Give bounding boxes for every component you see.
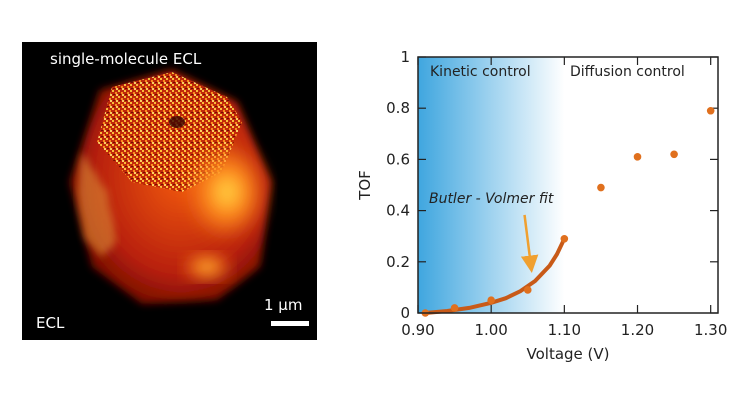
x-tick-label: 1.20: [621, 321, 654, 339]
data-point: [487, 296, 495, 305]
x-axis-label: Voltage (V): [527, 345, 610, 363]
y-tick-label: 1: [400, 48, 410, 66]
plot-frame: [417, 56, 719, 314]
data-point: [670, 150, 678, 159]
y-tick-label: 0.2: [386, 253, 410, 271]
data-point: [706, 106, 715, 115]
data-point: [597, 183, 605, 192]
scale-bar: [271, 321, 309, 326]
kinetic-control-region: [418, 57, 565, 313]
data-point: [523, 286, 532, 294]
butler-volmer-fit-curve: [423, 236, 567, 315]
y-tick-label: 0.8: [386, 99, 410, 117]
x-tick-label: 1.10: [548, 321, 581, 339]
x-tick-label: 1.00: [474, 321, 507, 339]
kinetic-control-label: Kinetic control: [430, 64, 531, 80]
x-tick-label: 0.90: [401, 321, 434, 339]
diffusion-control-label: Diffusion control: [570, 64, 685, 80]
x-tick-label: 1.30: [694, 321, 727, 339]
ecl-micrograph: single-molecule ECL ECL 1 μm: [22, 42, 317, 340]
data-point: [560, 234, 569, 243]
y-tick-label: 0: [400, 304, 410, 322]
y-axis-label: TOF: [356, 170, 374, 201]
y-tick-label: 0.4: [386, 202, 410, 220]
data-point: [450, 304, 459, 312]
micrograph-corner-label: ECL: [36, 314, 65, 332]
data-point: [633, 153, 642, 161]
ecl-emission-image: [70, 70, 272, 304]
fit-annotation-label: Butler - Volmer fit: [429, 191, 554, 207]
micrograph-title: single-molecule ECL: [50, 50, 202, 68]
y-tick-label: 0.6: [386, 150, 410, 168]
scale-bar-label: 1 μm: [264, 296, 303, 314]
annotation-arrow: [520, 214, 539, 273]
